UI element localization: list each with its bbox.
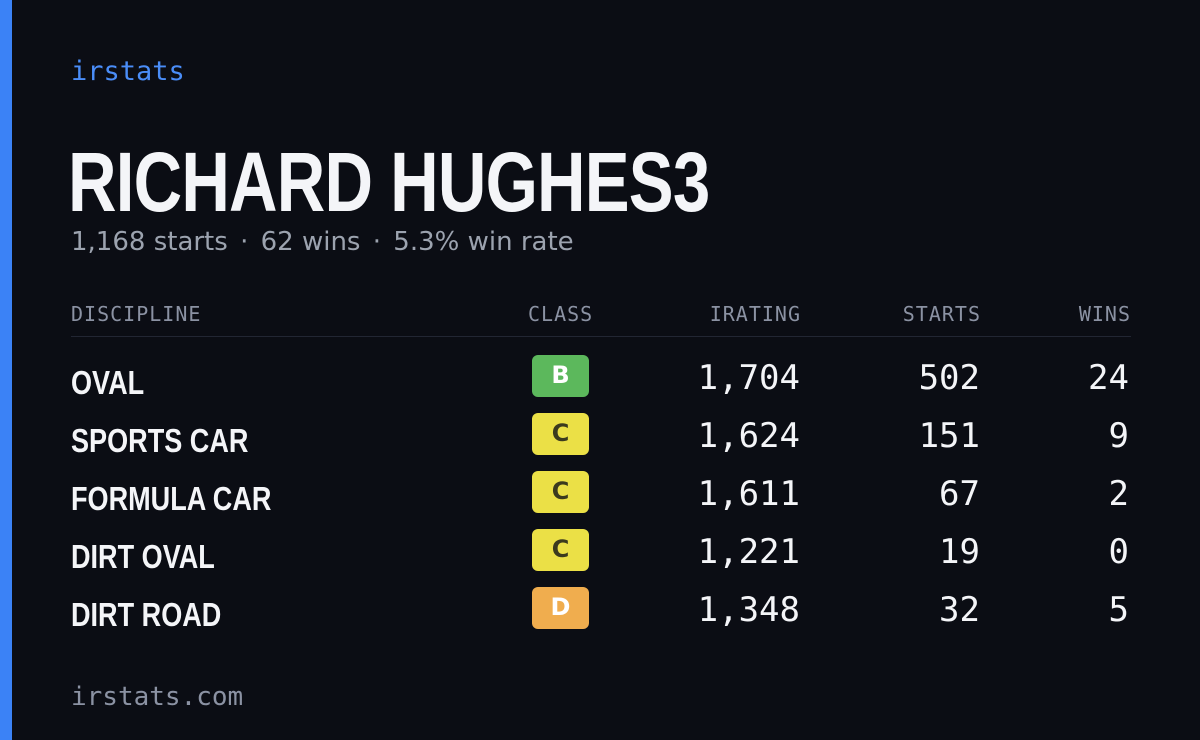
class-badge: C — [532, 413, 589, 455]
class-badge: C — [532, 471, 589, 513]
summary-separator: · — [372, 227, 382, 257]
wins-value: 2 — [1108, 474, 1129, 514]
starts-value: 19 — [939, 532, 980, 572]
driver-summary: 1,168 starts · 62 wins · 5.3% win rate — [71, 227, 574, 257]
table-row: SPORTS CAR C 1,624 151 9 — [71, 412, 1131, 470]
starts-value: 32 — [939, 590, 980, 630]
irating-value: 1,221 — [697, 532, 800, 572]
irating-value: 1,704 — [697, 358, 800, 398]
table-header: DISCIPLINE CLASS IRATING STARTS WINS — [71, 296, 1131, 337]
summary-starts: 1,168 starts — [71, 227, 228, 257]
driver-name: RICHARD HUGHES3 — [68, 135, 710, 229]
discipline-name: SPORTS CAR — [71, 422, 249, 459]
irating-value: 1,624 — [697, 416, 800, 456]
header-starts: STARTS — [902, 302, 981, 326]
discipline-name: DIRT OVAL — [71, 538, 215, 575]
discipline-name: OVAL — [71, 364, 145, 401]
header-class: CLASS — [528, 302, 594, 326]
header-irating: IRATING — [709, 302, 801, 326]
wins-value: 9 — [1108, 416, 1129, 456]
irating-value: 1,611 — [697, 474, 800, 514]
table-row: DIRT OVAL C 1,221 19 0 — [71, 528, 1131, 586]
starts-value: 151 — [918, 416, 980, 456]
table-body: OVAL B 1,704 502 24 SPORTS CAR C 1,624 1… — [71, 354, 1131, 644]
irating-value: 1,348 — [697, 590, 800, 630]
brand-logo-text: irstats — [71, 56, 185, 87]
summary-win-rate: 5.3% win rate — [393, 227, 574, 257]
discipline-name: FORMULA CAR — [71, 480, 272, 517]
starts-value: 67 — [939, 474, 980, 514]
wins-value: 0 — [1108, 532, 1129, 572]
footer-url: irstats.com — [71, 682, 244, 712]
starts-value: 502 — [918, 358, 980, 398]
discipline-table: DISCIPLINE CLASS IRATING STARTS WINS OVA… — [71, 296, 1131, 644]
wins-value: 5 — [1108, 590, 1129, 630]
table-row: OVAL B 1,704 502 24 — [71, 354, 1131, 412]
class-badge: D — [532, 587, 589, 629]
summary-separator: · — [240, 227, 249, 257]
table-row: DIRT ROAD D 1,348 32 5 — [71, 586, 1131, 644]
discipline-name: DIRT ROAD — [71, 596, 222, 633]
class-badge: B — [532, 355, 589, 397]
wins-value: 24 — [1088, 358, 1129, 398]
class-badge: C — [532, 529, 589, 571]
header-wins: WINS — [1078, 302, 1131, 326]
accent-bar — [0, 0, 12, 740]
summary-wins: 62 wins — [260, 227, 361, 257]
header-discipline: DISCIPLINE — [71, 302, 202, 326]
table-row: FORMULA CAR C 1,611 67 2 — [71, 470, 1131, 528]
